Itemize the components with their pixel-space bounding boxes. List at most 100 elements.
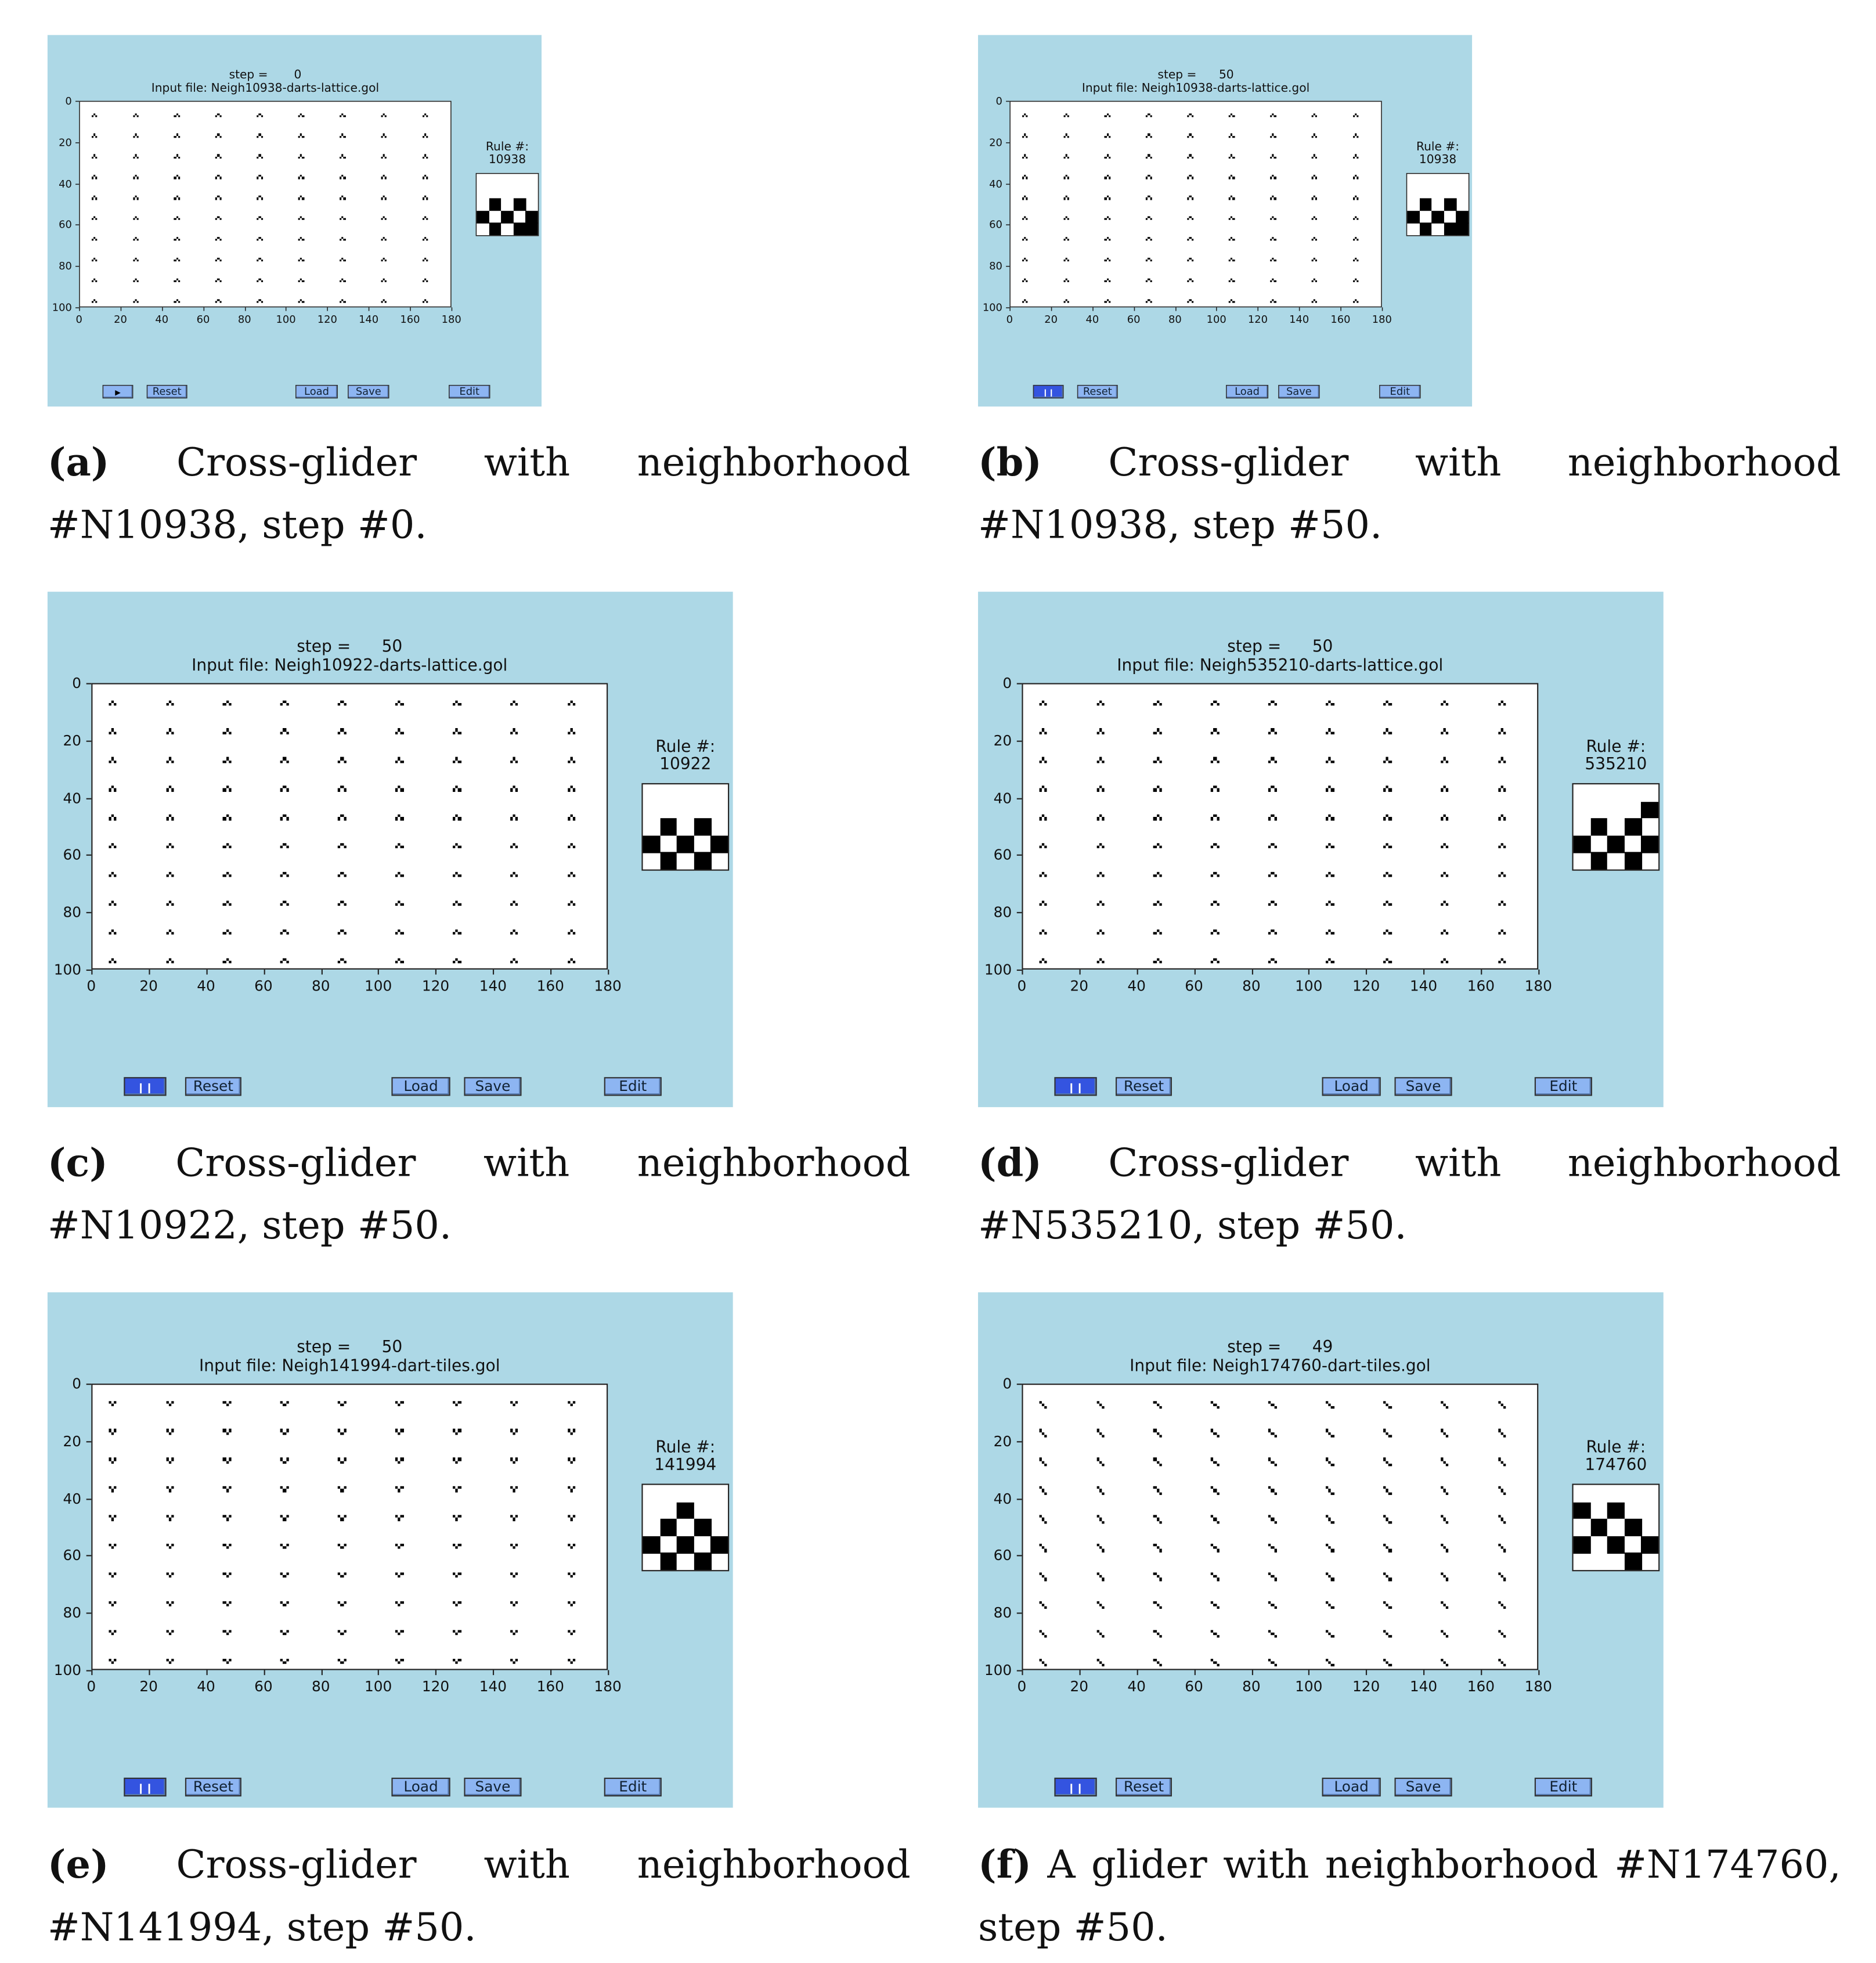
- live-cell: [343, 932, 347, 935]
- neighborhood-editor[interactable]: [1572, 783, 1660, 871]
- live-cell: [280, 1572, 283, 1576]
- live-cell: [261, 177, 263, 179]
- live-cell: [91, 239, 93, 242]
- live-cell: [1271, 786, 1274, 789]
- live-cell: [1108, 177, 1111, 179]
- live-cell: [383, 237, 385, 239]
- neighborhood-editor[interactable]: [641, 1483, 730, 1572]
- live-cell: [302, 197, 304, 200]
- rule-label: Rule #: 10938: [1402, 141, 1474, 167]
- live-cell: [1099, 729, 1102, 732]
- live-cell: [171, 1515, 174, 1518]
- load-button[interactable]: Load: [391, 1077, 450, 1096]
- pause-button[interactable]: ❙❙: [1054, 1077, 1097, 1096]
- live-cell: [452, 1400, 456, 1404]
- pause-button[interactable]: ❙❙: [124, 1777, 167, 1797]
- reset-button[interactable]: Reset: [1077, 384, 1118, 399]
- x-tick-label: 40: [197, 1677, 215, 1695]
- edit-button[interactable]: Edit: [1534, 1777, 1592, 1797]
- live-cell: [383, 216, 385, 219]
- play-button[interactable]: ▶: [102, 384, 134, 399]
- load-button[interactable]: Load: [1322, 1777, 1381, 1797]
- load-button[interactable]: Load: [391, 1777, 450, 1797]
- live-cell: [510, 932, 513, 935]
- neighborhood-editor[interactable]: [475, 172, 539, 236]
- live-cell: [111, 757, 114, 761]
- live-cell: [300, 113, 302, 116]
- neighborhood-cell: [1607, 1501, 1625, 1519]
- reset-button[interactable]: Reset: [185, 1077, 241, 1096]
- reset-button[interactable]: Reset: [185, 1777, 241, 1797]
- live-cell: [1232, 115, 1235, 117]
- live-cell: [1022, 177, 1024, 179]
- edit-button[interactable]: Edit: [449, 384, 490, 399]
- save-button[interactable]: Save: [1278, 384, 1320, 399]
- live-cell: [258, 216, 261, 219]
- live-cell: [215, 260, 218, 262]
- y-tick: [1016, 912, 1022, 914]
- live-cell: [338, 1486, 341, 1490]
- reset-button[interactable]: Reset: [1115, 1777, 1172, 1797]
- live-cell: [1156, 1575, 1159, 1578]
- x-tick: [1381, 307, 1383, 311]
- live-cell: [178, 156, 181, 159]
- cell-grid-plot[interactable]: [1022, 683, 1539, 970]
- neighborhood-editor[interactable]: [641, 783, 730, 871]
- save-button[interactable]: Save: [348, 384, 389, 399]
- live-cell: [171, 1630, 174, 1633]
- x-tick-label: 160: [1330, 312, 1351, 326]
- cell-grid-plot[interactable]: [1009, 100, 1382, 308]
- edit-button[interactable]: Edit: [1534, 1077, 1592, 1096]
- live-cell: [165, 1658, 169, 1662]
- live-cell: [1102, 817, 1105, 820]
- live-cell: [515, 1429, 518, 1432]
- live-cell: [114, 1544, 117, 1547]
- live-cell: [395, 760, 398, 763]
- cell-grid-plot[interactable]: [79, 100, 452, 308]
- live-cell: [1099, 1546, 1102, 1550]
- save-button[interactable]: Save: [1394, 1777, 1452, 1797]
- live-cell: [1268, 760, 1271, 763]
- cell-grid-plot[interactable]: [1022, 1384, 1539, 1670]
- live-cell: [573, 1658, 576, 1662]
- live-cell: [108, 1601, 111, 1604]
- live-cell: [515, 960, 518, 964]
- neighborhood-editor[interactable]: [1572, 1483, 1660, 1572]
- edit-button[interactable]: Edit: [1379, 384, 1421, 399]
- save-button[interactable]: Save: [464, 1777, 522, 1797]
- reset-button[interactable]: Reset: [1115, 1077, 1172, 1096]
- live-cell: [1446, 731, 1449, 734]
- live-cell: [300, 196, 302, 198]
- live-cell: [401, 1658, 404, 1662]
- cell-grid-plot[interactable]: [91, 683, 608, 970]
- live-cell: [1500, 1489, 1504, 1492]
- save-button[interactable]: Save: [1394, 1077, 1452, 1096]
- live-cell: [165, 817, 169, 820]
- live-cell: [341, 175, 344, 177]
- pause-button[interactable]: ❙❙: [1033, 384, 1064, 399]
- cell-grid-plot[interactable]: [91, 1384, 608, 1670]
- load-button[interactable]: Load: [1226, 384, 1269, 399]
- live-cell: [1383, 1658, 1386, 1662]
- save-button[interactable]: Save: [464, 1077, 522, 1096]
- live-cell: [1268, 817, 1271, 820]
- edit-button[interactable]: Edit: [604, 1077, 662, 1096]
- live-cell: [1443, 1661, 1446, 1664]
- live-cell: [283, 1403, 286, 1406]
- pause-button[interactable]: ❙❙: [1054, 1777, 1097, 1797]
- live-cell: [114, 731, 117, 734]
- live-cell: [1446, 1607, 1449, 1609]
- y-tick-label: 0: [72, 674, 82, 692]
- live-cell: [1099, 1518, 1102, 1521]
- live-cell: [1150, 301, 1152, 303]
- load-button[interactable]: Load: [295, 384, 338, 399]
- reset-button[interactable]: Reset: [146, 384, 187, 399]
- edit-button[interactable]: Edit: [604, 1777, 662, 1797]
- load-button[interactable]: Load: [1322, 1077, 1381, 1096]
- pause-button[interactable]: ❙❙: [124, 1077, 167, 1096]
- live-cell: [1023, 134, 1026, 136]
- live-cell: [1268, 874, 1271, 878]
- neighborhood-editor[interactable]: [1406, 172, 1470, 236]
- live-cell: [1326, 1400, 1329, 1404]
- live-cell: [1065, 278, 1067, 280]
